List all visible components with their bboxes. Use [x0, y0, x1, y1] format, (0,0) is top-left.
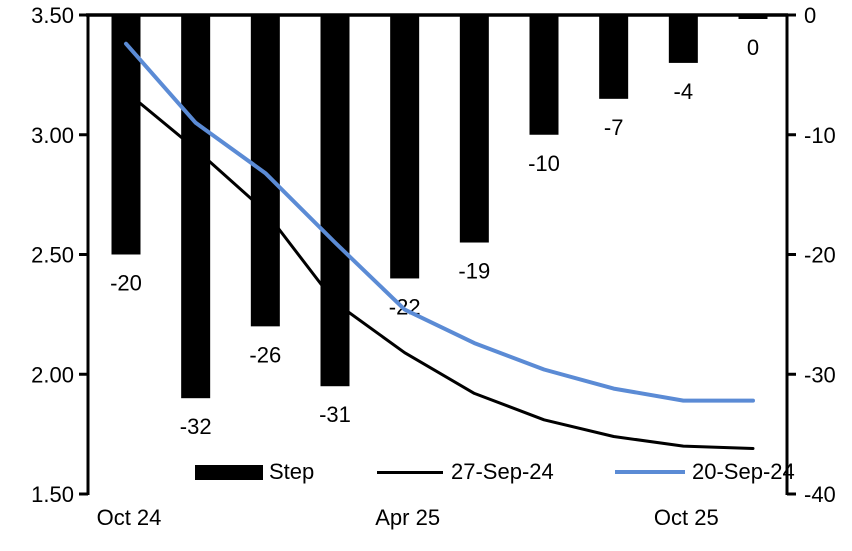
step-bar — [738, 15, 768, 19]
bar-value-label: -10 — [528, 151, 560, 176]
left-axis-tick-label: 2.00 — [31, 362, 74, 387]
step-bar — [390, 15, 420, 279]
bar-value-label: -7 — [604, 115, 624, 140]
step-bar — [320, 15, 350, 387]
bar-value-label: -20 — [110, 271, 142, 296]
step-bar — [599, 15, 629, 99]
line-27-sep-24 — [124, 90, 755, 450]
x-axis-tick-label: Apr 25 — [375, 505, 440, 530]
step-bar — [459, 15, 489, 243]
bar-value-label: -26 — [249, 342, 281, 367]
step-bar — [668, 15, 698, 63]
right-axis-tick-label: -10 — [804, 123, 836, 148]
left-axis-tick-label: 1.50 — [31, 482, 74, 507]
bar-value-label: -32 — [180, 414, 212, 439]
step-bar — [111, 15, 141, 255]
left-axis-tick-label: 3.50 — [31, 3, 74, 28]
left-axis-tick-label: 3.00 — [31, 123, 74, 148]
step-bar — [529, 15, 559, 135]
right-axis-tick-label: -40 — [804, 482, 836, 507]
x-axis-tick-label: Oct 24 — [97, 505, 162, 530]
right-axis-tick-label: -20 — [804, 243, 836, 268]
right-axis-tick-label: -30 — [804, 362, 836, 387]
bar-value-label: -31 — [319, 402, 351, 427]
right-axis-tick-label: 0 — [804, 3, 816, 28]
bar-value-label: 0 — [747, 35, 759, 60]
bar-value-label: -19 — [458, 259, 490, 284]
line-20-sep-24 — [124, 41, 755, 403]
step-bar — [181, 15, 211, 399]
bar-value-label: -4 — [674, 79, 694, 104]
x-axis-tick-label: Oct 25 — [654, 505, 719, 530]
left-axis-tick-label: 2.50 — [31, 243, 74, 268]
